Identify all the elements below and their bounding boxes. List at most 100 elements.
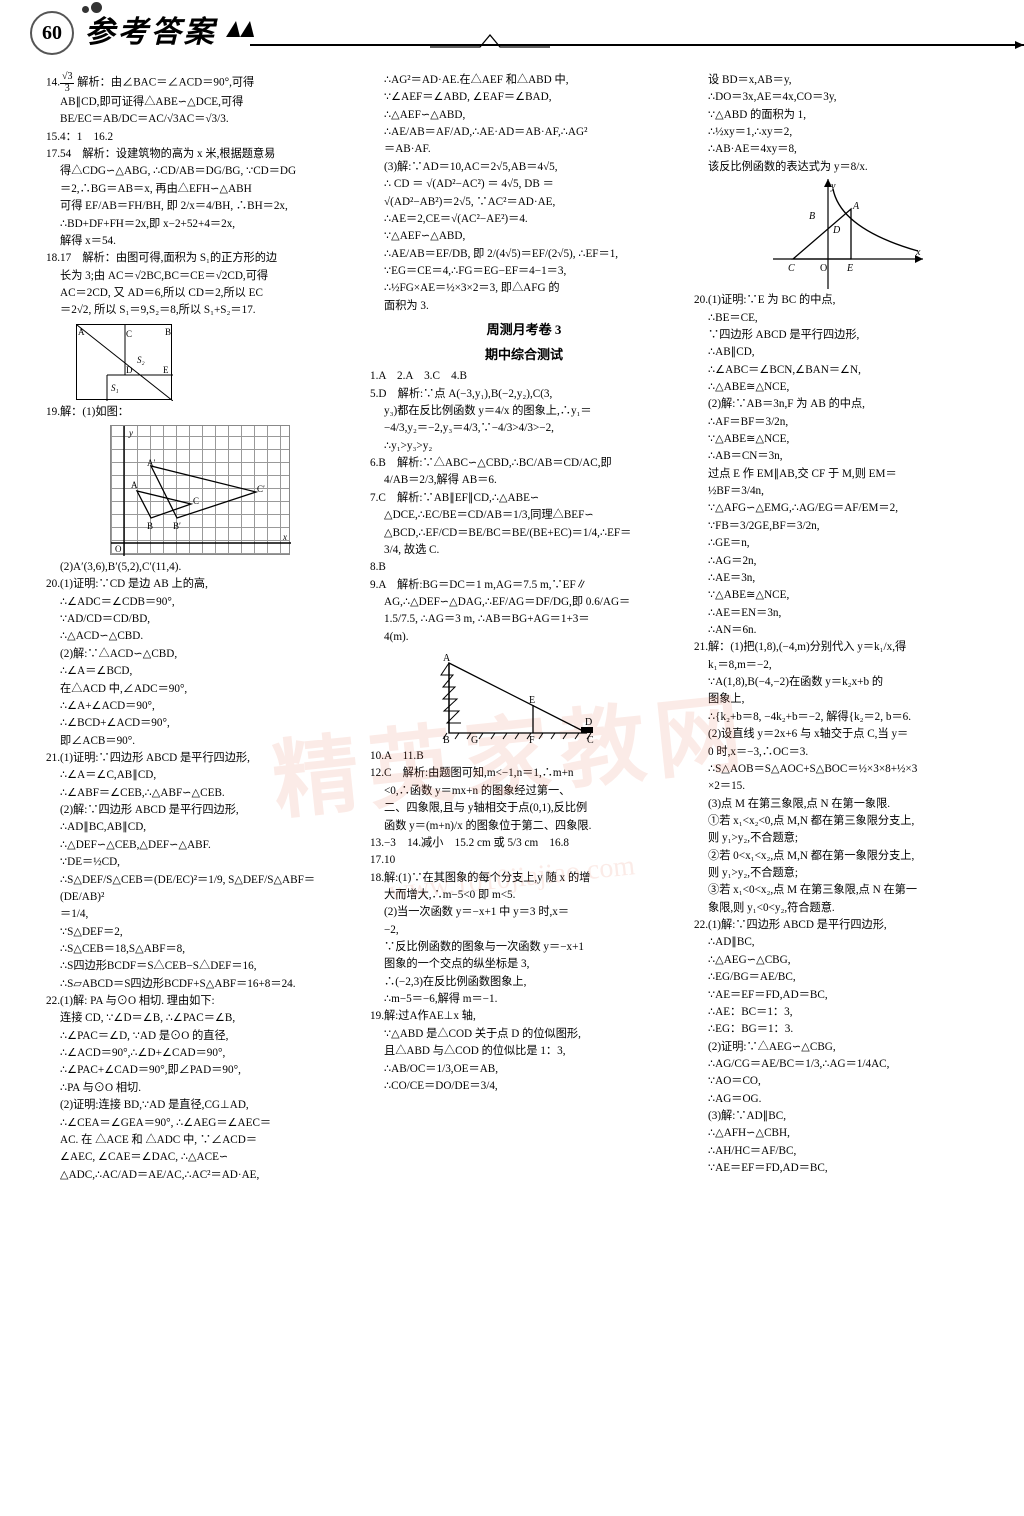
text: ∴ CD ＝ √(AD²−AC²) ＝ 4√5, DB ＝ (370, 176, 678, 193)
text: ∴PA 与⊙O 相切. (46, 1080, 354, 1097)
svg-text:B: B (147, 521, 153, 531)
text: ∴∠BCD+∠ACD＝90°, (46, 715, 354, 732)
text: ∴GE＝n, (694, 535, 1002, 552)
text: 17.10 (370, 852, 678, 869)
text: ∴AH/HC＝AF/BC, (694, 1143, 1002, 1160)
text: 解得 x＝54. (46, 233, 354, 250)
section-subheading: 期中综合测试 (370, 345, 678, 365)
text: AB∥CD,即可证得△ABE∽△DCE,可得 (46, 94, 354, 111)
text: 图象上, (694, 691, 1002, 708)
svg-text:E: E (529, 695, 535, 706)
svg-text:D: D (126, 365, 133, 375)
text: 4/AB＝2/3,解得 AB＝6. (370, 472, 678, 489)
text: ∴AD∥BC,AB∥CD, (46, 819, 354, 836)
text: 该反比例函数的表达式为 y＝8/x. (694, 159, 1002, 176)
text: ∴S△CEB＝18,S△ABF＝8, (46, 941, 354, 958)
text: ∴△ABE≅△NCE, (694, 379, 1002, 396)
svg-text:G: G (471, 735, 478, 745)
text: ∴½FG×AE＝½×3×2＝3, 即△AFG 的 (370, 280, 678, 297)
text: 过点 E 作 EM∥AB,交 CF 于 M,则 EM＝ (694, 466, 1002, 483)
text: 22.(1)解: PA 与⊙O 相切. 理由如下: (46, 993, 354, 1010)
text: ∵△AFG∽△EMG,∴AG/EG＝AF/EM＝2, (694, 500, 1002, 517)
text: (2)解:∵△ACD∽△CBD, (46, 646, 354, 663)
svg-text:B′: B′ (173, 521, 181, 531)
text: ＝2,∴BG＝AB＝x, 再由△EFH∽△ABH (46, 181, 354, 198)
text: ∴AE：BC＝1：3, (694, 1004, 1002, 1021)
text: 6.B 解析:∵△ABC∽△CBD,∴BC/AB＝CD/AC,即 (370, 455, 678, 472)
text: 19.解:过A作AE⊥x 轴, (370, 1008, 678, 1025)
text: ∴y₁>y₃>y₂ (370, 438, 678, 455)
text: (2)设直线 y＝2x+6 与 x轴交于点 C,当 y＝ (694, 726, 1002, 743)
text: 二、四象限,且与 y轴相交于点(0,1),反比例 (370, 800, 678, 817)
text: 即∠ACB＝90°. (46, 733, 354, 750)
text: ∴△AEF∽△ABD, (370, 107, 678, 124)
text: 5.D 解析:∵点 A(−3,y₁),B(−2,y₂),C(3, (370, 386, 678, 403)
column-1: 14.√33 解析：由∠BAC＝∠ACD＝90°,可得 AB∥CD,即可证得△A… (46, 72, 354, 1508)
text: (3)解:∵AD∥BC, (694, 1108, 1002, 1125)
text: ∴∠A+∠ACD＝90°, (46, 698, 354, 715)
svg-text:A: A (443, 653, 451, 664)
text: ∠AEC, ∠CAE＝∠DAC, ∴△ACE∽ (46, 1149, 354, 1166)
svg-text:y: y (830, 181, 836, 192)
text: 象限,则 y₁<0<y₂,符合题意. (694, 900, 1002, 917)
text: AC. 在 △ACE 和 △ADC 中, ∵∠ACD＝ (46, 1132, 354, 1149)
content-columns: 14.√33 解析：由∠BAC＝∠ACD＝90°,可得 AB∥CD,即可证得△A… (0, 68, 1024, 1508)
text: 22.(1)解:∵四边形 ABCD 是平行四边形, (694, 917, 1002, 934)
svg-text:x: x (282, 532, 287, 542)
text: ∵AO＝CO, (694, 1073, 1002, 1090)
text: 得△CDG∽△ABG, ∴CD/AB＝DG/BG, ∵CD＝DG (46, 163, 354, 180)
svg-text:A′: A′ (147, 458, 155, 468)
svg-text:A: A (852, 201, 860, 212)
text: 大而增大,∴m−5<0 即 m<5. (370, 887, 678, 904)
header-rule (250, 44, 1024, 46)
text: 17.54 解析：设建筑物的高为 x 米,根据题意易 (46, 146, 354, 163)
text: ∴AE＝3n, (694, 570, 1002, 587)
svg-text:C: C (193, 496, 199, 506)
text: 20.(1)证明:∵CD 是边 AB 上的高, (46, 576, 354, 593)
text: ∴∠ABF＝∠CEB,∴△ABF∽△CEB. (46, 785, 354, 802)
grid-diagram: y x O A A′ B B′ C C′ (110, 425, 290, 555)
text: BE/EC＝AB/DC＝AC/√3AC＝√3/3. (46, 111, 354, 128)
text: ∴(−2,3)在反比例函数图象上, (370, 974, 678, 991)
text: (2)解:∵AB＝3n,F 为 AB 的中点, (694, 396, 1002, 413)
text: 1.5/7.5, ∴AG＝3 m, ∴AB＝BG+AG＝1+3＝ (370, 611, 678, 628)
text: ③若 x₁<0<x₂,点 M 在第三象限,点 N 在第一 (694, 882, 1002, 899)
text: ∵四边形 ABCD 是平行四边形, (694, 327, 1002, 344)
text: ∴△AFH∽△CBH, (694, 1125, 1002, 1142)
page-number-badge: 60 (30, 11, 74, 55)
text: ＝1/4, (46, 906, 354, 923)
text: 4(m). (370, 629, 678, 646)
text: ∵DE＝½CD, (46, 854, 354, 871)
svg-text:y: y (128, 428, 133, 438)
text: (2)当一次函数 y＝−x+1 中 y＝3 时,x＝ (370, 904, 678, 921)
svg-text:B: B (443, 735, 450, 745)
text: ∵反比例函数的图象与一次函数 y＝−x+1 (370, 939, 678, 956)
text: ∴AE/AB＝EF/DB, 即 2/(4√5)＝EF/(2√5), ∴EF＝1, (370, 246, 678, 263)
svg-text:S₁: S₁ (111, 383, 119, 393)
text: ∵△ABD 的面积为 1, (694, 107, 1002, 124)
text: ½BF＝3/4n, (694, 483, 1002, 500)
text: ∵AE＝EF＝FD,AD＝BC, (694, 1160, 1002, 1177)
text: 18.17 解析：由图可得,面积为 S₁的正方形的边 (46, 250, 354, 267)
svg-text:A: A (131, 480, 138, 490)
text: 21.(1)证明:∵四边形 ABCD 是平行四边形, (46, 750, 354, 767)
text: △DCE,∴EC/BE＝CD/AB＝1/3,同理△BEF∽ (370, 507, 678, 524)
text: ∴∠ACD＝90°,∴∠D+∠CAD＝90°, (46, 1045, 354, 1062)
text: ①若 x₁<x₂<0,点 M,N 都在第三象限分支上, (694, 813, 1002, 830)
svg-text:C′: C′ (257, 484, 265, 494)
text: ∴AE＝2,CE＝√(AC²−AE²)＝4. (370, 211, 678, 228)
svg-text:D: D (832, 225, 841, 236)
text: ∵AE＝EF＝FD,AD＝BC, (694, 987, 1002, 1004)
text: ∴BE＝CE, (694, 310, 1002, 327)
text: ∵EG＝CE＝4,∴FG＝EG−EF＝4−1＝3, (370, 263, 678, 280)
text: ∵AD/CD＝CD/BD, (46, 611, 354, 628)
text: 函数 y＝(m+n)/x 的图象位于第二、四象限. (370, 818, 678, 835)
text: ∵△ABE≅△NCE, (694, 587, 1002, 604)
text: 图象的一个交点的纵坐标是 3, (370, 956, 678, 973)
text: ∴½xy＝1,∴xy＝2, (694, 124, 1002, 141)
text: 长为 3;由 AC＝√2BC,BC＝CE＝√2CD,可得 (46, 268, 354, 285)
hyperbola-diagram: O C E x y B A D (773, 179, 923, 289)
text: <0,∴函数 y＝mx+n 的图象经过第一、 (370, 783, 678, 800)
text: (2)证明:连接 BD,∵AD 是直径,CG⊥AD, (46, 1097, 354, 1114)
text: ∵S△DEF＝2, (46, 924, 354, 941)
